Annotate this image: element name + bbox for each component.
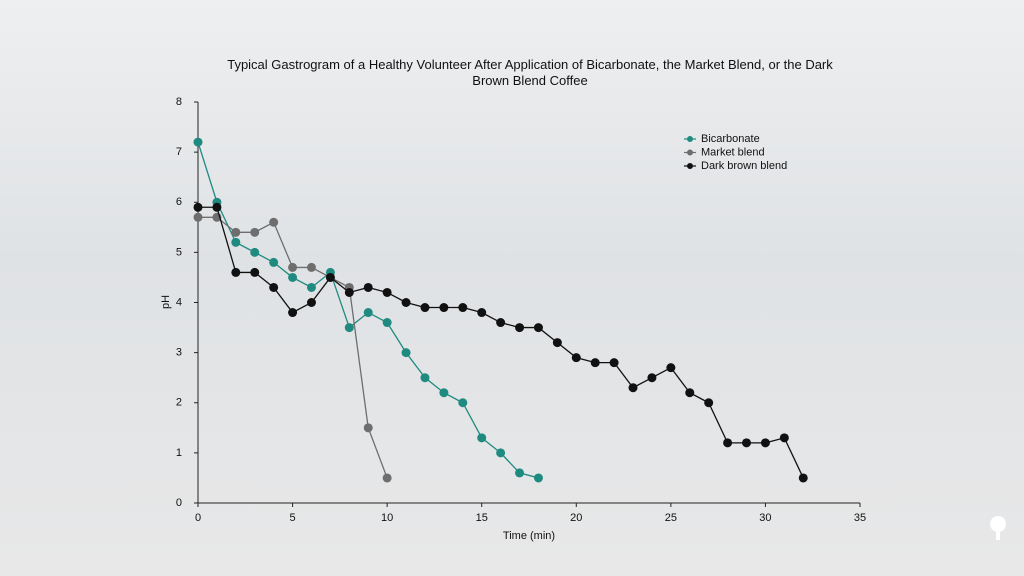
data-point: [363, 308, 373, 318]
data-point: [666, 363, 676, 373]
data-point: [288, 272, 298, 282]
data-point: [515, 323, 525, 333]
data-point: [477, 308, 487, 318]
legend-label: Market blend: [701, 146, 765, 158]
data-point: [250, 267, 260, 277]
y-tick-label: 8: [176, 96, 182, 108]
data-point: [306, 262, 316, 272]
data-point: [306, 298, 316, 307]
data-point: [193, 212, 203, 222]
data-point: [533, 323, 543, 333]
data-point: [344, 287, 354, 297]
y-tick-label: 5: [176, 246, 182, 258]
data-point: [458, 303, 468, 313]
y-axis-label: pH: [160, 295, 172, 309]
chart-title: Typical Gastrogram of a Healthy Voluntee…: [227, 57, 833, 88]
y-tick-label: 1: [176, 447, 182, 459]
legend-label: Dark brown blend: [701, 160, 787, 172]
data-point: [552, 338, 562, 348]
data-point: [288, 262, 298, 272]
data-point: [779, 433, 789, 443]
data-point: [571, 353, 581, 363]
x-tick-label: 0: [195, 512, 201, 524]
x-tick-label: 35: [854, 512, 866, 524]
data-point: [704, 398, 714, 408]
data-point: [325, 272, 335, 282]
data-point: [382, 287, 392, 297]
data-point: [231, 227, 241, 237]
data-point: [382, 473, 392, 483]
y-tick-label: 7: [176, 146, 182, 158]
data-point: [420, 373, 430, 383]
data-point: [344, 323, 354, 333]
legend-marker: [687, 163, 693, 169]
data-point: [212, 202, 222, 212]
data-point: [609, 358, 619, 368]
data-point: [269, 257, 279, 267]
x-tick-label: 5: [290, 512, 296, 524]
data-point: [533, 473, 543, 483]
x-tick-label: 10: [381, 512, 393, 524]
y-tick-label: 3: [176, 347, 182, 359]
data-point: [760, 438, 770, 448]
legend-marker: [687, 136, 693, 142]
data-point: [723, 438, 733, 448]
data-point: [798, 473, 808, 483]
data-point: [250, 247, 260, 257]
data-point: [363, 423, 373, 433]
data-point: [231, 237, 241, 247]
data-point: [439, 388, 449, 398]
data-point: [401, 298, 411, 307]
data-point: [742, 438, 752, 448]
data-point: [647, 373, 657, 383]
data-point: [363, 282, 373, 292]
data-point: [193, 137, 203, 147]
data-point: [382, 318, 392, 328]
data-point: [420, 303, 430, 313]
y-tick-label: 6: [176, 196, 182, 208]
data-point: [439, 303, 449, 313]
data-point: [231, 267, 241, 277]
y-tick-label: 0: [176, 497, 182, 509]
x-axis-label: Time (min): [503, 530, 555, 542]
data-point: [193, 202, 203, 212]
data-point: [401, 348, 411, 358]
data-point: [496, 448, 506, 458]
x-tick-label: 15: [476, 512, 488, 524]
data-point: [496, 318, 506, 328]
y-tick-label: 2: [176, 397, 182, 409]
legend-label: Bicarbonate: [701, 133, 760, 145]
data-point: [515, 468, 525, 478]
data-point: [628, 383, 638, 393]
x-tick-label: 30: [759, 512, 771, 524]
data-point: [306, 282, 316, 292]
data-point: [477, 433, 487, 443]
x-tick-label: 25: [665, 512, 677, 524]
data-point: [685, 388, 695, 398]
title-line: Brown Blend Coffee: [472, 73, 587, 88]
data-point: [269, 217, 279, 227]
data-point: [250, 227, 260, 237]
title-line: Typical Gastrogram of a Healthy Voluntee…: [227, 57, 833, 72]
logo: [990, 516, 1006, 540]
data-point: [269, 282, 279, 292]
y-tick-label: 4: [176, 296, 182, 308]
data-point: [288, 308, 298, 318]
data-point: [458, 398, 468, 408]
data-point: [590, 358, 600, 368]
legend-marker: [687, 149, 693, 156]
x-tick-label: 20: [570, 512, 582, 524]
